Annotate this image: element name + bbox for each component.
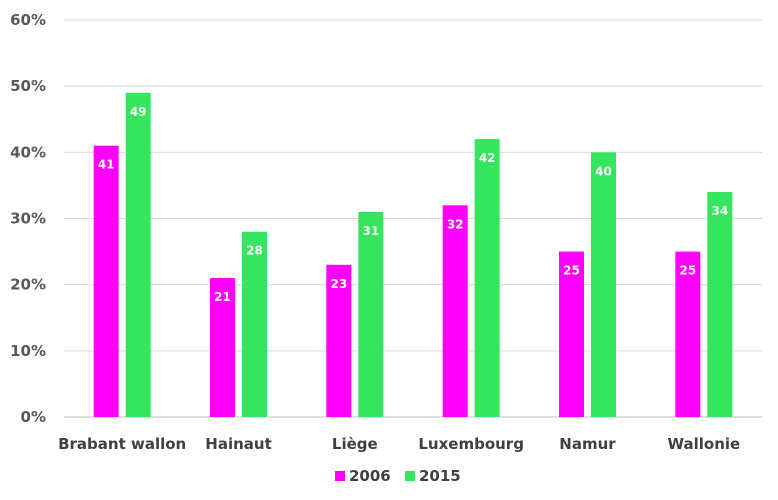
data-label: 21 — [214, 290, 231, 304]
bar-wallonie-2015 — [707, 192, 733, 417]
y-axis-ticks: 0% 10% 20% 30% 40% 50% 60% — [10, 11, 46, 426]
x-tick-label: Liège — [332, 435, 378, 453]
x-tick-label: Luxembourg — [418, 435, 524, 453]
y-tick-label: 30% — [10, 210, 46, 228]
y-tick-label: 40% — [10, 143, 46, 161]
bar-liege-2015 — [358, 211, 384, 417]
legend-label-2015: 2015 — [419, 467, 461, 485]
data-labels: 41 49 21 28 23 31 32 42 25 40 25 34 — [98, 105, 728, 304]
x-tick-label: Wallonie — [667, 435, 740, 453]
data-label: 34 — [711, 204, 728, 218]
y-tick-label: 50% — [10, 77, 46, 95]
x-tick-label: Hainaut — [205, 435, 271, 453]
data-label: 32 — [447, 217, 464, 231]
y-tick-label: 10% — [10, 342, 46, 360]
bar-luxembourg-2006 — [442, 205, 468, 417]
data-label: 40 — [595, 164, 612, 178]
bar-brabant-wallon-2006 — [93, 145, 119, 417]
bar-luxembourg-2015 — [474, 139, 500, 417]
data-label: 42 — [479, 151, 496, 165]
data-label: 25 — [679, 264, 696, 278]
data-label: 25 — [563, 264, 580, 278]
x-tick-label: Brabant wallon — [58, 435, 186, 453]
legend-label-2006: 2006 — [349, 467, 391, 485]
data-label: 49 — [130, 105, 147, 119]
bar-namur-2015 — [591, 152, 616, 418]
gridlines — [64, 19, 762, 418]
data-label: 28 — [246, 244, 263, 258]
x-axis-labels: Brabant wallon Hainaut Liège Luxembourg Namu… — [58, 435, 740, 453]
legend-swatch-2015 — [405, 471, 415, 481]
data-label: 23 — [330, 277, 347, 291]
data-label: 41 — [98, 158, 115, 172]
bars — [93, 92, 733, 418]
y-tick-label: 0% — [21, 408, 46, 426]
legend: 2006 2015 — [335, 467, 461, 485]
bar-brabant-wallon-2015 — [125, 92, 151, 418]
legend-swatch-2006 — [335, 471, 345, 481]
bar-hainaut-2015 — [242, 231, 267, 417]
bar-namur-2006 — [559, 251, 584, 417]
data-label: 31 — [362, 224, 379, 238]
y-tick-label: 20% — [10, 276, 46, 294]
bar-wallonie-2006 — [675, 251, 701, 417]
x-tick-label: Namur — [559, 435, 616, 453]
bar-hainaut-2006 — [210, 278, 235, 417]
y-tick-label: 60% — [10, 11, 46, 29]
bar-liege-2006 — [326, 264, 352, 417]
